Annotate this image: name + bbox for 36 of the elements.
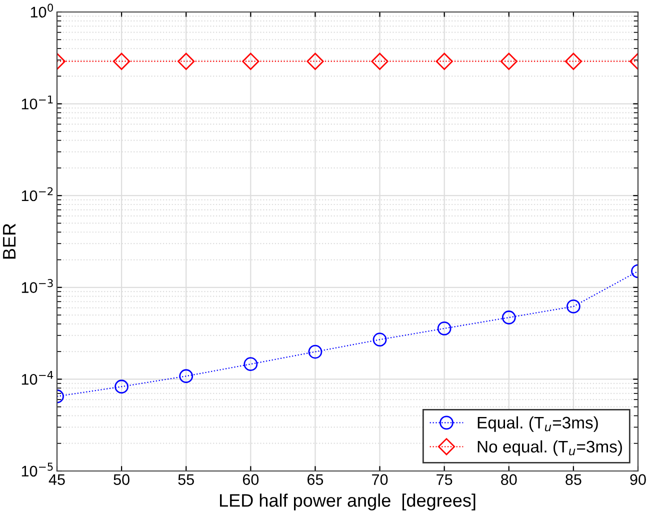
x-tick-label: 45 <box>48 474 65 485</box>
legend-label: Equal. (T$_{u}$=3ms) <box>478 416 598 432</box>
point <box>244 357 258 372</box>
point <box>308 344 322 359</box>
point <box>306 52 324 70</box>
y-tick-label: 10$^{−5}$ <box>22 462 53 477</box>
x-axis-title: LED half power angle [degrees] <box>220 494 476 510</box>
x-tick-label: 65 <box>308 474 324 485</box>
point <box>372 332 387 347</box>
point <box>566 300 580 314</box>
y-tick-label: 10$^{−4}$ <box>22 370 54 385</box>
x-tick-label: 80 <box>501 474 517 485</box>
point <box>178 52 195 70</box>
x-tick-label: 90 <box>630 474 646 485</box>
x-tick-label: 50 <box>114 474 130 485</box>
x-tick-label: 85 <box>566 474 582 485</box>
y-tick-label: 10$^{−1}$ <box>22 96 53 110</box>
y-axis-title: BER <box>3 224 16 259</box>
point <box>179 369 194 384</box>
legend-label: No equal. (T$_{u}$=3ms) <box>478 440 622 456</box>
x-tick-label: 60 <box>242 474 259 485</box>
point <box>564 52 582 70</box>
y-tick-label: 10$^{0}$ <box>30 4 54 18</box>
x-tick-label: 75 <box>436 474 452 485</box>
y-tick-label: 10$^{−2}$ <box>22 187 53 202</box>
point <box>436 52 453 70</box>
point <box>242 52 260 70</box>
y-tick-label: 10$^{−3}$ <box>22 279 53 293</box>
point <box>437 322 452 336</box>
point <box>114 380 128 394</box>
point <box>502 310 516 324</box>
point <box>113 52 130 70</box>
x-tick-label: 70 <box>372 474 388 485</box>
point <box>500 52 518 70</box>
point <box>371 52 388 70</box>
x-tick-label: 55 <box>178 474 194 485</box>
